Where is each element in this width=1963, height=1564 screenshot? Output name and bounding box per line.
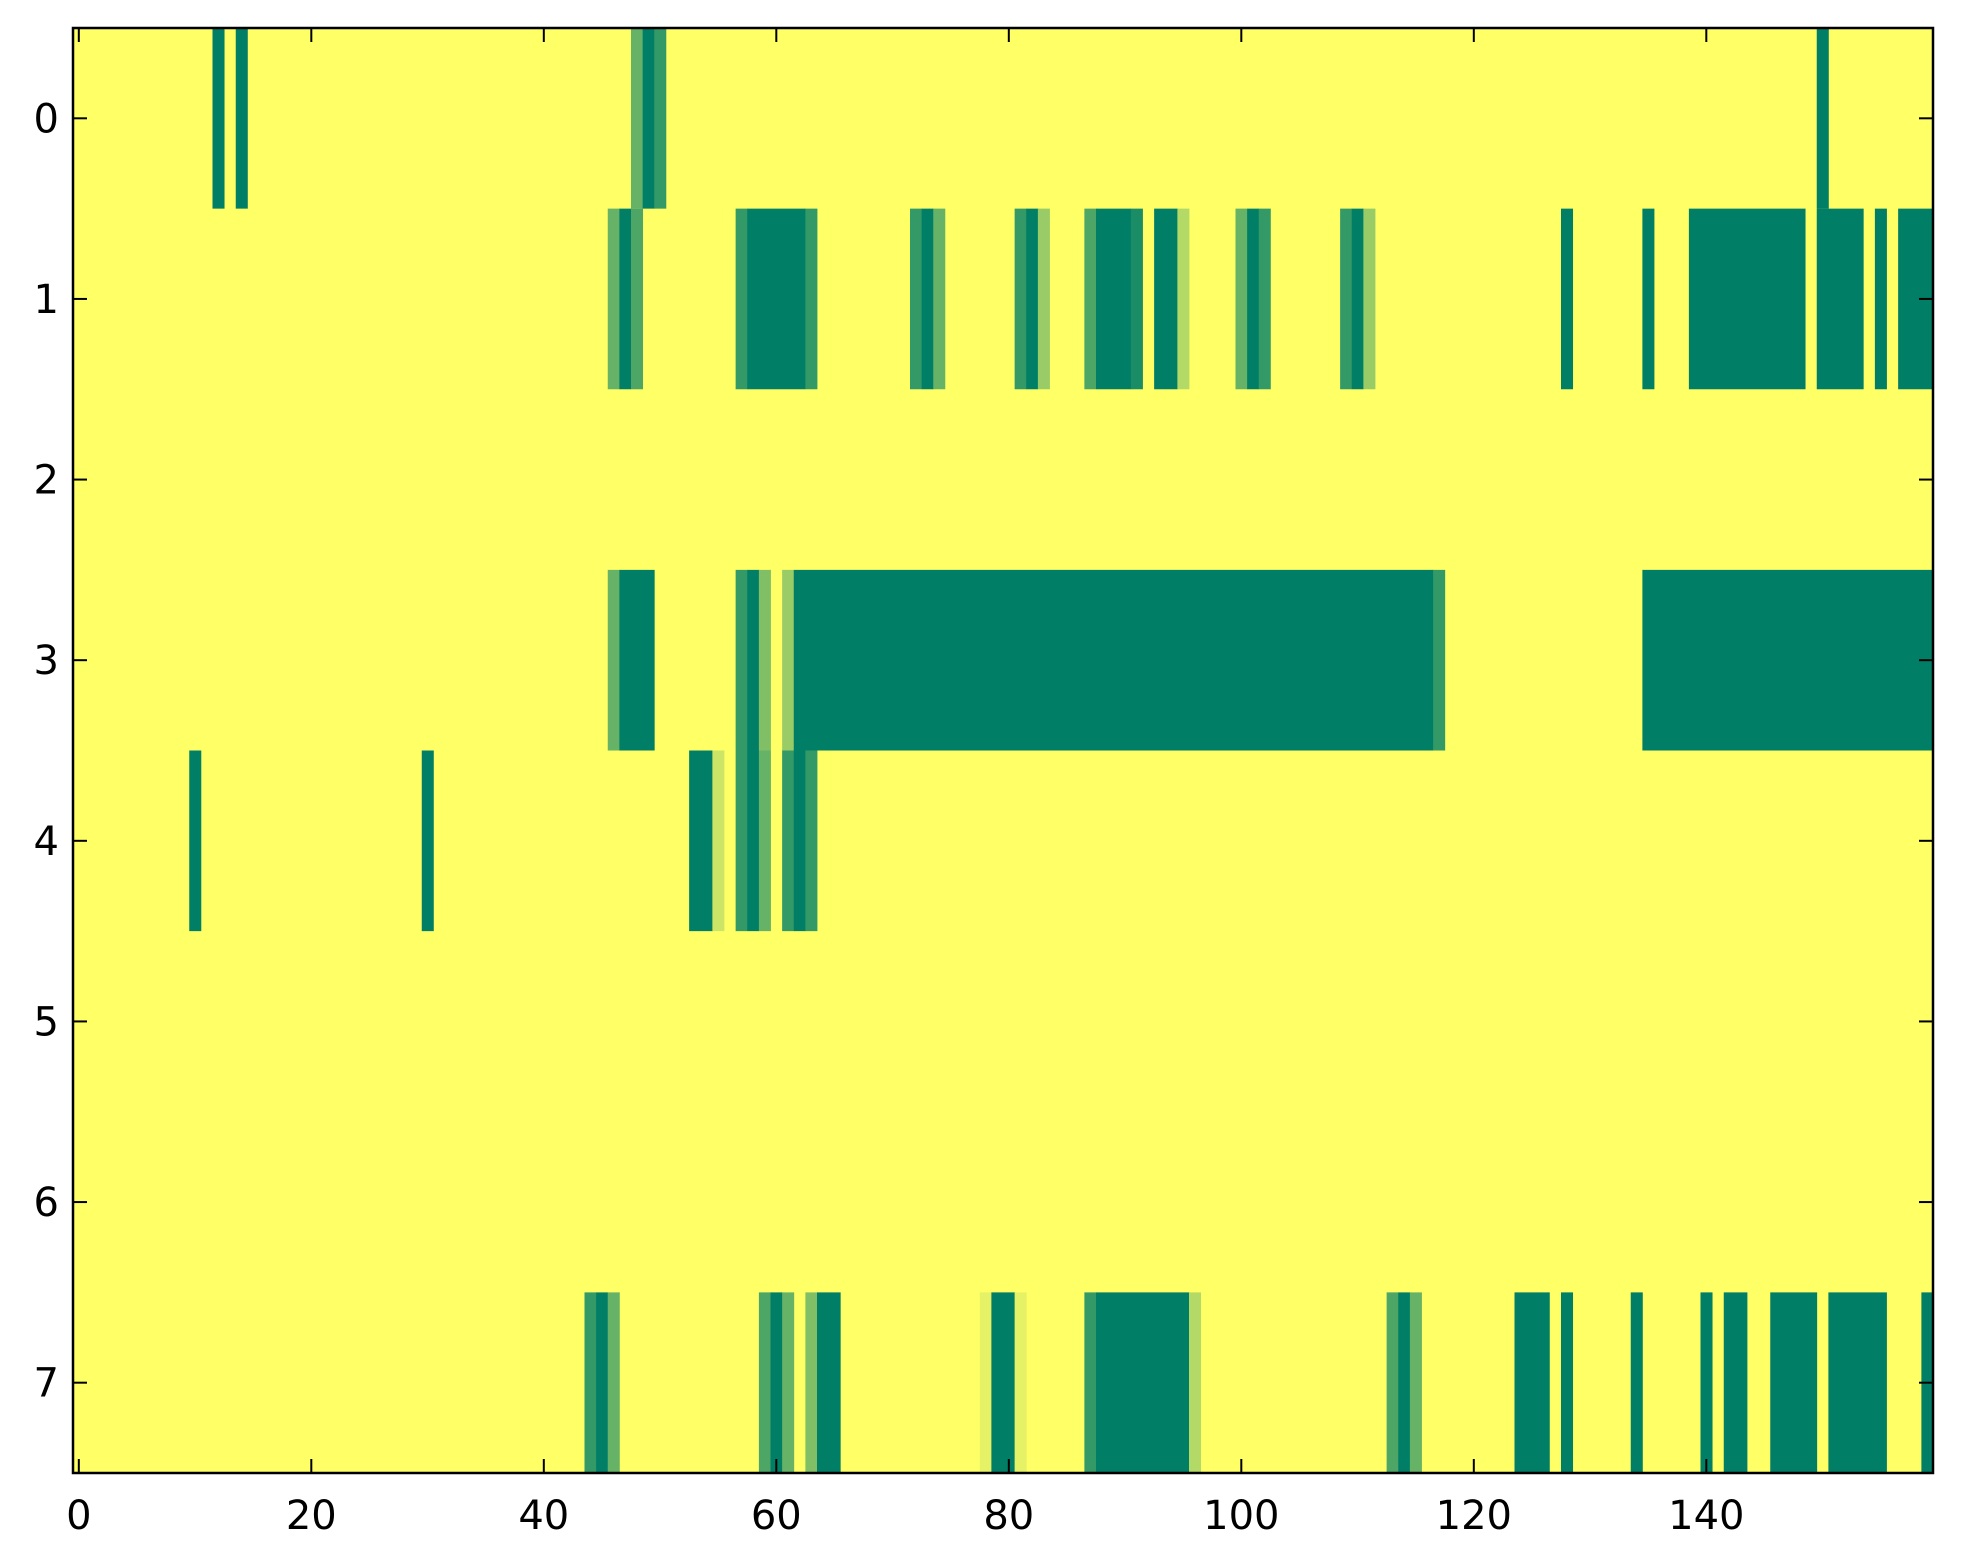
heatmap-cell-row4-4 (735, 750, 748, 932)
heatmap-cell-row1-15 (1154, 208, 1178, 390)
heatmap-cell-row7-14 (1386, 1292, 1399, 1474)
heatmap-cell-row7-10 (1014, 1292, 1027, 1474)
heatmap-cell-row1-24 (1642, 208, 1655, 390)
heatmap-cell-row1-22 (1363, 208, 1376, 390)
y-tick-label-3: 3 (34, 638, 59, 684)
y-tick-label-2: 2 (34, 458, 59, 504)
heatmap-cell-row7-4 (770, 1292, 783, 1474)
heatmap-cell-row3-7 (1433, 569, 1446, 751)
heatmap-cell-row1-20 (1340, 208, 1353, 390)
heatmap-cell-row1-27 (1874, 208, 1887, 390)
heatmap-cell-row1-0 (607, 208, 620, 390)
heatmap-cell-row1-10 (1026, 208, 1039, 390)
heatmap-cell-row1-6 (910, 208, 923, 390)
heatmap-cell-row4-5 (747, 750, 760, 932)
heatmap-cell-row1-11 (1037, 208, 1050, 390)
heatmap-cell-row3-0 (607, 569, 620, 751)
heatmap-cell-row0-4 (654, 28, 667, 209)
heatmap-cell-row0-2 (631, 28, 644, 209)
heatmap-cell-row7-13 (1189, 1292, 1202, 1474)
x-tick-label-100: 100 (1203, 1493, 1279, 1539)
heatmap-cell-row0-0 (212, 28, 225, 209)
heatmap-cell-row7-12 (1096, 1292, 1190, 1474)
heatmap-cell-row1-16 (1177, 208, 1190, 390)
heatmap-cell-row3-4 (758, 569, 771, 751)
x-tick-label-140: 140 (1668, 1493, 1744, 1539)
x-tick-labels: 0 20 40 60 80 100 120 140 (66, 1493, 1744, 1539)
heatmap-cell-row1-25 (1688, 208, 1806, 390)
heatmap-cell-row0-5 (1816, 28, 1829, 209)
heatmap-cell-row1-12 (1084, 208, 1097, 390)
heatmap-cell-row7-20 (1700, 1292, 1713, 1474)
heatmap-cell-row1-21 (1351, 208, 1364, 390)
heatmap-cell-row7-11 (1084, 1292, 1097, 1474)
y-tick-label-4: 4 (34, 819, 59, 865)
heatmap-cell-row7-22 (1770, 1292, 1818, 1474)
y-tick-label-0: 0 (34, 96, 59, 142)
heatmap-cell-row1-17 (1235, 208, 1248, 390)
heatmap-cell-row4-8 (793, 750, 806, 932)
heatmap-cell-row7-15 (1398, 1292, 1411, 1474)
y-tick-label-1: 1 (34, 277, 59, 323)
x-tick-label-80: 80 (983, 1493, 1034, 1539)
heatmap-cell-row7-18 (1561, 1292, 1574, 1474)
heatmap-cell-row4-7 (782, 750, 795, 932)
heatmap-cell-row1-3 (735, 208, 748, 390)
heatmap-cell-row7-19 (1630, 1292, 1643, 1474)
heatmap-cell-row1-13 (1096, 208, 1132, 390)
y-tick-label-7: 7 (34, 1361, 59, 1407)
y-tick-label-5: 5 (34, 999, 59, 1045)
heatmap-cell-row0-1 (235, 28, 248, 209)
heatmap-cell-row7-7 (817, 1292, 841, 1474)
heatmap-cell-row7-17 (1514, 1292, 1550, 1474)
heatmap-cell-row1-8 (933, 208, 946, 390)
heatmap-cell-row1-5 (805, 208, 818, 390)
y-tick-label-6: 6 (34, 1180, 59, 1226)
heatmap-cell-row1-4 (747, 208, 806, 390)
heatmap-cell-row7-2 (607, 1292, 620, 1474)
heatmap-cell-row7-21 (1723, 1292, 1748, 1474)
heatmap-cell-row7-3 (758, 1292, 771, 1474)
heatmap-cell-row4-9 (805, 750, 818, 932)
heatmap-cell-row3-2 (735, 569, 748, 751)
heatmap-cell-row4-1 (421, 750, 434, 932)
heatmap-cell-row4-0 (189, 750, 202, 932)
heatmap-cell-row7-1 (596, 1292, 609, 1474)
heatmap-cell-row7-9 (991, 1292, 1016, 1474)
heatmap-cell-row4-6 (758, 750, 771, 932)
heatmap-cell-row0-3 (642, 28, 655, 209)
heatmap-cell-row3-5 (782, 569, 795, 751)
heatmap-cell-row1-23 (1561, 208, 1574, 390)
heatmap-cell-row1-14 (1130, 208, 1143, 390)
heatmap-cells (189, 28, 1934, 1474)
heatmap-cell-row3-3 (747, 569, 760, 751)
heatmap-cell-row7-16 (1409, 1292, 1422, 1474)
heatmap-cell-row1-26 (1816, 208, 1864, 390)
x-tick-label-0: 0 (66, 1493, 91, 1539)
heatmap-cell-row7-23 (1828, 1292, 1887, 1474)
heatmap-cell-row7-5 (782, 1292, 795, 1474)
heatmap-cell-row1-1 (619, 208, 632, 390)
plot-frame (71, 26, 1935, 1475)
x-tick-label-60: 60 (751, 1493, 802, 1539)
heatmap-cell-row4-3 (712, 750, 725, 932)
heatmap-cell-row3-8 (1642, 569, 1934, 751)
x-tick-label-20: 20 (286, 1493, 337, 1539)
heatmap-cell-row3-6 (793, 569, 1434, 751)
axis-ticks (73, 28, 1933, 1473)
heatmap-cell-row4-2 (689, 750, 713, 932)
heatmap-cell-row7-8 (979, 1292, 992, 1474)
heatmap-cell-row1-2 (631, 208, 644, 390)
heatmap-cell-row7-6 (805, 1292, 818, 1474)
heatmap-cell-row1-18 (1247, 208, 1260, 390)
heatmap-cell-row1-7 (921, 208, 934, 390)
x-tick-label-120: 120 (1436, 1493, 1512, 1539)
heatmap-cell-row3-1 (619, 569, 655, 751)
y-tick-labels: 0 1 2 3 4 5 6 7 (34, 96, 59, 1406)
x-tick-label-40: 40 (518, 1493, 569, 1539)
heatmap-cell-row1-19 (1258, 208, 1271, 390)
heatmap-cell-row7-0 (584, 1292, 597, 1474)
heatmap-cell-row1-9 (1014, 208, 1027, 390)
